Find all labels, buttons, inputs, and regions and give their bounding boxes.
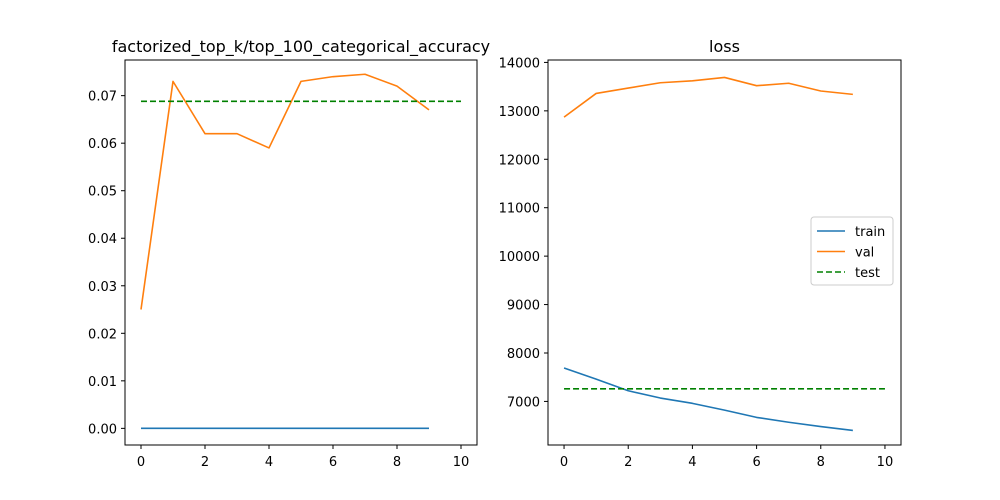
loss-axes-frame: [547, 59, 902, 446]
loss-legend-box: [810, 216, 894, 286]
loss-x-tick-label: 4: [688, 455, 696, 470]
loss-y-tick-label: 11000: [499, 202, 540, 217]
accuracy-axes-frame: [124, 59, 478, 446]
accuracy-y-tick-label: 0.07: [88, 90, 117, 105]
accuracy-x-tick-label: 4: [265, 455, 273, 470]
accuracy-y-tick-label: 0.03: [88, 280, 117, 295]
loss-x-tick-label: 0: [560, 455, 568, 470]
loss-y-tick-label: 7000: [507, 395, 540, 410]
accuracy-y-tick-label: 0.00: [88, 422, 117, 437]
loss-y-tick-label: 14000: [499, 56, 540, 71]
loss-y-tick-label: 8000: [507, 347, 540, 362]
accuracy-y-tick-label: 0.04: [88, 232, 117, 247]
accuracy-x-tick-label: 2: [201, 455, 209, 470]
loss-x-tick-label: 6: [752, 455, 760, 470]
loss-y-tick-label: 9000: [507, 299, 540, 314]
accuracy-x-tick-label: 8: [393, 455, 401, 470]
loss-x-tick-label: 8: [817, 455, 825, 470]
legend-label-train: train: [855, 225, 885, 240]
accuracy-x-tick-label: 0: [137, 455, 145, 470]
loss-x-tick-label: 10: [877, 455, 894, 470]
loss-y-tick-label: 13000: [499, 105, 540, 120]
loss-panel: loss 0 2 4 6 8 10 7000 8000 9000 10000 11000 12000 13…: [499, 37, 902, 470]
loss-y-tick-label: 10000: [499, 250, 540, 265]
legend-label-val: val: [855, 246, 874, 261]
loss-title: loss: [709, 37, 740, 56]
accuracy-y-tick-label: 0.05: [88, 185, 117, 200]
loss-series-val-line: [563, 76, 853, 118]
legend-label-test: test: [855, 266, 880, 281]
accuracy-y-tick-label: 0.06: [88, 137, 117, 152]
accuracy-x-tick-label: 6: [329, 455, 337, 470]
accuracy-y-tick-label: 0.01: [88, 375, 117, 390]
loss-y-tick-label: 12000: [499, 153, 540, 168]
accuracy-y-tick-label: 0.02: [88, 327, 117, 342]
loss-x-tick-label: 2: [624, 455, 632, 470]
accuracy-panel: factorized_top_k/top_100_categorical_acc…: [88, 37, 490, 470]
accuracy-title: factorized_top_k/top_100_categorical_acc…: [112, 37, 490, 57]
accuracy-series-val-line: [140, 73, 430, 310]
loss-series-train-line: [563, 367, 853, 432]
accuracy-x-tick-label: 10: [453, 455, 470, 470]
